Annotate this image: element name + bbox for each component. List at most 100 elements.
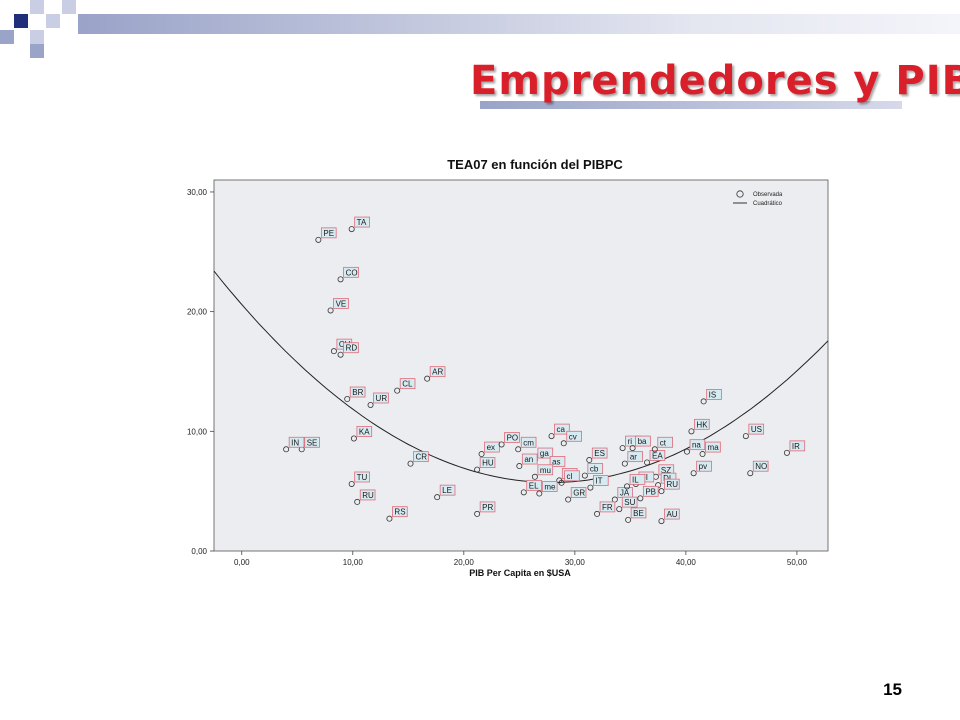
data-point: TU [348,471,370,487]
point-label-box [549,456,566,467]
point-label: GR [573,489,585,498]
data-point: IN [283,436,305,453]
point-label: KA [359,428,370,437]
point-marker [644,459,651,466]
x-tick-label: 30,00 [565,558,586,567]
data-point: RD [337,342,359,358]
point-label: PR [482,503,493,512]
header-gradient-bar [78,14,960,34]
point-marker [742,433,749,440]
point-label: PB [645,487,656,496]
point-marker [747,470,754,477]
data-point: cb [581,463,604,479]
point-label-box [664,508,680,520]
data-point: BE [625,507,647,523]
x-tick-label: 0,00 [234,558,250,567]
data-point: na [683,439,706,455]
point-marker [515,446,522,453]
data-point: ar [621,451,644,467]
point-label: ex [487,443,495,452]
point-marker [424,375,431,382]
point-label-box [349,386,366,398]
point-marker [625,516,632,523]
point-label: PE [323,229,334,238]
data-point: AU [658,508,680,525]
point-marker [624,483,631,490]
data-point: PE [315,227,337,243]
point-marker [637,495,644,502]
point-marker [367,401,374,408]
point-label: ga [540,449,549,458]
y-tick-label: 30,00 [187,188,208,197]
data-point: KA [350,426,373,442]
point-label-box [599,501,616,513]
point-label: as [552,457,560,466]
data-point: TA [348,216,370,233]
point-label-box [706,389,722,400]
point-label-box [592,475,609,486]
point-label: JA [620,489,630,498]
data-point: IS [700,389,722,405]
data-point: IR [783,440,806,456]
data-point: NO [747,460,769,477]
legend: Observada Cuadrático [733,190,783,207]
point-label: SE [307,438,318,447]
point-label-box [429,366,446,378]
point-label: RU [666,480,678,489]
point-label-box [356,426,373,437]
point-marker [629,445,636,452]
point-label-box [566,430,582,442]
point-marker [478,451,485,458]
data-point: IT [587,475,609,491]
data-point: RS [386,506,408,522]
data-point: ba [629,435,651,452]
point-label: HK [696,420,708,429]
point-label: BR [352,388,363,397]
chart-title: TEA07 en función del PIBPC [447,157,623,172]
data-point: cl [558,470,580,486]
point-marker [337,351,344,358]
point-marker [394,387,401,394]
point-marker [700,398,707,405]
x-axis-label: PIB Per Capita en $USA [469,568,571,578]
point-label-box [333,298,349,309]
data-point: EL [520,479,542,496]
point-label-box [642,485,659,497]
point-label-box [570,487,587,498]
point-label: IL [632,475,639,484]
point-label: cb [590,465,599,474]
point-label-box [537,447,554,459]
point-label: FR [602,503,613,512]
point-label: ba [638,437,647,446]
corner-decoration [0,0,80,60]
point-marker [386,515,393,522]
point-marker [330,348,337,355]
point-marker [594,510,601,517]
point-marker [520,489,527,496]
point-label: LE [442,486,452,495]
data-point: FR [594,501,616,517]
point-label-box [399,378,416,390]
point-marker [658,488,665,495]
point-marker [344,396,351,403]
data-point: pv [690,460,712,477]
point-label: me [544,483,556,492]
data-point: GR [565,487,587,503]
point-label: SZ [661,466,671,475]
point-label: DI [663,474,671,483]
point-marker [616,506,623,513]
x-tick-label: 50,00 [787,558,808,567]
point-label-box [689,439,706,451]
point-label: cv [569,432,577,441]
data-point: SU [616,496,638,513]
point-label: SU [624,498,635,507]
data-point: CL [394,378,416,394]
point-marker [315,236,322,243]
point-label-box [627,451,644,463]
point-label-box [439,484,456,496]
point-marker [283,446,290,453]
data-point: an [516,453,538,470]
point-label-box [304,436,320,448]
point-label: IR [792,442,800,451]
point-marker [474,510,481,517]
